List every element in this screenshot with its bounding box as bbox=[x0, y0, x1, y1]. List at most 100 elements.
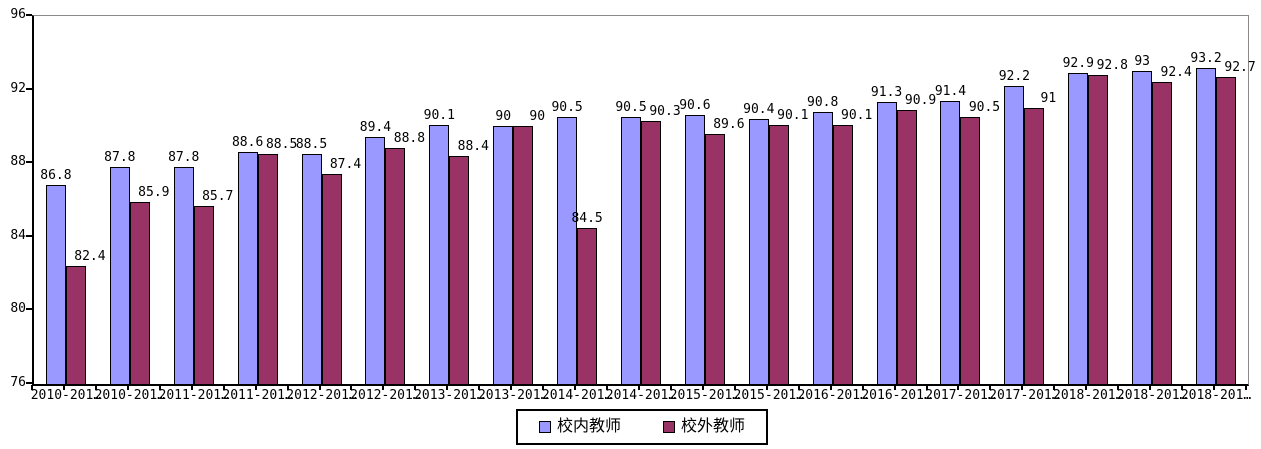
value-label-inschool: 90 bbox=[495, 109, 512, 125]
x-tick-mark bbox=[669, 385, 672, 390]
y-tick-label: 88 bbox=[10, 154, 26, 170]
x-tick-mark bbox=[797, 385, 800, 390]
bar-inschool bbox=[940, 100, 961, 384]
bar-outschool bbox=[960, 117, 981, 384]
bar-outschool bbox=[513, 126, 534, 384]
x-category-label: 2013-201… bbox=[477, 388, 549, 403]
x-tick-mark bbox=[254, 385, 257, 390]
bar-inschool bbox=[429, 124, 450, 384]
bar-outschool bbox=[1152, 82, 1173, 384]
x-category-label: 2010-201… bbox=[94, 388, 166, 403]
value-label-outschool: 90 bbox=[529, 109, 546, 125]
x-tick-mark bbox=[1053, 385, 1056, 390]
value-label-inschool: 93 bbox=[1134, 54, 1150, 70]
value-label-inschool: 88.5 bbox=[295, 137, 328, 152]
x-category-label: 2018-201… bbox=[1180, 388, 1252, 403]
bar-outschool bbox=[385, 148, 406, 384]
x-category-label: 2012-201… bbox=[286, 388, 357, 403]
legend-label-inschool: 校内教师 bbox=[556, 418, 621, 435]
bar-inschool bbox=[812, 111, 833, 384]
bar-inschool bbox=[621, 117, 641, 384]
x-tick-mark bbox=[158, 385, 161, 390]
x-category-label: 2016-201… bbox=[861, 388, 932, 403]
x-tick-mark bbox=[957, 385, 960, 390]
x-category-label: 2011-201… bbox=[158, 388, 229, 403]
value-label-inschool: 93.2 bbox=[1190, 50, 1222, 66]
legend-label-outschool: 校外教师 bbox=[681, 418, 746, 435]
value-label-outschool: 91 bbox=[1040, 91, 1057, 106]
x-tick-mark bbox=[62, 385, 65, 390]
x-category-label: 2010-201… bbox=[30, 388, 102, 403]
y-tick-mark bbox=[26, 161, 32, 164]
x-category-label: 2013-201… bbox=[414, 388, 485, 403]
value-label-inschool: 91.4 bbox=[934, 83, 967, 99]
bar-inschool bbox=[1132, 71, 1153, 384]
bar-inschool bbox=[557, 117, 578, 384]
x-tick-mark bbox=[446, 385, 449, 390]
bar-inschool bbox=[45, 185, 66, 384]
bar-outschool bbox=[1088, 74, 1109, 384]
value-label-outschool: 85.9 bbox=[138, 184, 170, 200]
value-label-outschool: 92.7 bbox=[1224, 59, 1256, 75]
y-tick-mark bbox=[26, 234, 32, 237]
value-label-inschool: 90.5 bbox=[551, 100, 583, 116]
x-category-label: 2012-201… bbox=[350, 388, 421, 403]
bar-outschool bbox=[832, 124, 853, 384]
x-category-label: 2015-201… bbox=[669, 388, 741, 403]
bar-outschool bbox=[193, 205, 214, 384]
x-tick-mark bbox=[1245, 385, 1247, 390]
x-tick-mark bbox=[701, 385, 704, 390]
value-label-outschool: 88.4 bbox=[457, 138, 489, 154]
bar-inschool bbox=[237, 152, 258, 384]
y-tick-mark bbox=[26, 87, 32, 90]
bar-outschool bbox=[321, 174, 342, 384]
x-tick-mark bbox=[638, 385, 640, 390]
bar-inschool bbox=[301, 154, 322, 384]
x-tick-mark bbox=[190, 385, 193, 390]
x-tick-mark bbox=[31, 385, 33, 390]
x-tick-mark bbox=[286, 385, 289, 390]
x-tick-mark bbox=[574, 385, 577, 390]
value-label-inschool: 90.1 bbox=[423, 107, 455, 123]
x-tick-mark bbox=[925, 385, 928, 390]
value-label-inschool: 90.6 bbox=[679, 98, 711, 114]
x-category-label: 2011-201… bbox=[222, 388, 293, 403]
bar-inschool bbox=[748, 119, 769, 384]
value-label-inschool: 90.5 bbox=[615, 100, 647, 116]
x-category-label: 2017-201… bbox=[989, 388, 1060, 403]
x-tick-mark bbox=[1149, 385, 1152, 390]
y-tick-label: 92 bbox=[10, 80, 26, 96]
value-label-inschool: 92.2 bbox=[998, 68, 1031, 84]
value-label-outschool: 88.5 bbox=[265, 137, 298, 152]
bar-inschool bbox=[1004, 85, 1025, 384]
bar-inschool bbox=[493, 126, 514, 384]
y-tick-label: 76 bbox=[10, 375, 26, 390]
x-category-label: 2017-201… bbox=[925, 388, 996, 403]
value-label-outschool: 90.5 bbox=[968, 100, 1001, 116]
value-label-outschool: 89.6 bbox=[713, 116, 745, 132]
value-label-outschool: 90.9 bbox=[904, 92, 937, 108]
value-label-inschool: 91.3 bbox=[870, 85, 903, 101]
bar-outschool bbox=[577, 227, 598, 384]
value-label-outschool: 92.8 bbox=[1096, 57, 1128, 73]
x-tick-mark bbox=[1021, 385, 1024, 390]
x-tick-mark bbox=[350, 385, 353, 390]
x-tick-mark bbox=[382, 385, 385, 390]
bar-outschool bbox=[896, 109, 917, 384]
x-tick-mark bbox=[318, 385, 321, 390]
value-label-outschool: 90.1 bbox=[841, 107, 873, 123]
legend-item-inschool: 校内教师 bbox=[538, 418, 621, 436]
x-tick-mark bbox=[94, 385, 97, 390]
x-tick-mark bbox=[542, 385, 545, 390]
legend-swatch-outschool-icon bbox=[663, 421, 675, 433]
bar-inschool bbox=[173, 166, 194, 384]
value-label-inschool: 90.4 bbox=[743, 102, 775, 118]
bar-outschool bbox=[449, 155, 470, 384]
x-category-label: 2016-201… bbox=[797, 388, 868, 403]
y-tick-mark bbox=[26, 14, 32, 16]
y-tick-label: 80 bbox=[10, 301, 26, 317]
y-tick-mark bbox=[26, 382, 32, 384]
bar-inschool bbox=[109, 166, 130, 384]
x-tick-mark bbox=[733, 385, 736, 390]
